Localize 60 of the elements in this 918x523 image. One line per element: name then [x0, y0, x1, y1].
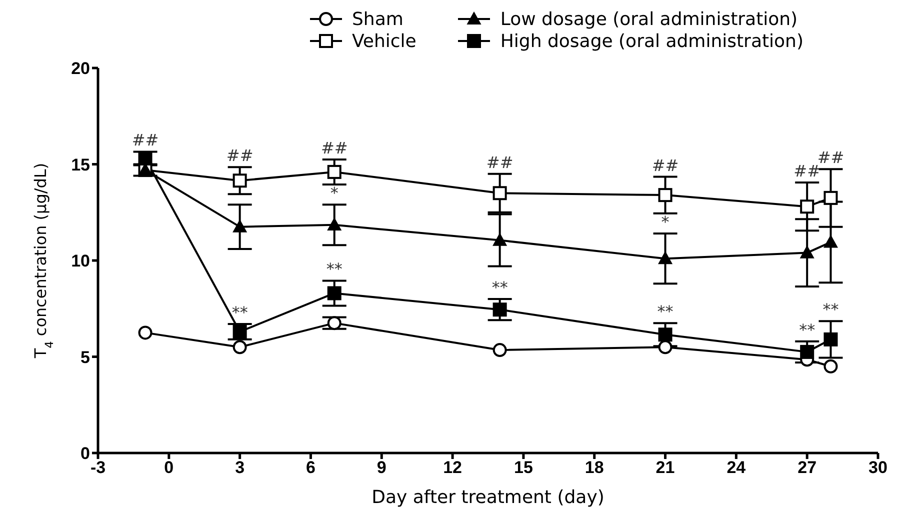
legend-label: High dosage (oral administration) — [500, 30, 804, 52]
point — [232, 340, 247, 354]
annotation: * — [661, 212, 670, 232]
legend-label: Sham — [352, 8, 404, 30]
point — [824, 190, 838, 205]
point — [232, 174, 247, 188]
x-tick-label: 15 — [514, 458, 533, 478]
annotation: ## — [486, 152, 514, 172]
point — [658, 252, 672, 264]
point — [824, 235, 838, 248]
x-tick-label: -3 — [90, 458, 106, 478]
x-axis-title: Day after treatment (day) — [372, 487, 604, 508]
x-tick-label: 9 — [376, 458, 386, 478]
point — [800, 344, 814, 359]
y-tick-label: 0 — [80, 444, 90, 464]
y-tick-label: 15 — [71, 155, 90, 174]
point — [138, 151, 152, 166]
annotation: ## — [132, 130, 159, 150]
legend-label: Low dosage (oral administration) — [500, 8, 798, 30]
point — [492, 186, 507, 200]
point — [800, 200, 814, 214]
point — [232, 324, 247, 339]
point — [658, 328, 672, 342]
point — [493, 234, 507, 246]
point — [138, 326, 152, 340]
annotation: * — [330, 184, 338, 203]
x-tick-label: 18 — [584, 458, 604, 478]
x-tick-label: 0 — [164, 458, 174, 478]
x-tick-label: 6 — [306, 458, 316, 478]
annotation: ** — [657, 302, 674, 322]
annotation: ## — [320, 138, 348, 158]
x-tick-label: 30 — [868, 458, 888, 478]
point — [658, 340, 672, 354]
point — [233, 220, 247, 232]
x-tick-label: 27 — [798, 458, 817, 478]
annotation: ## — [652, 156, 679, 175]
annotation: ## — [226, 146, 254, 166]
annotation: ** — [492, 278, 508, 297]
legend-label: Vehicle — [352, 30, 416, 52]
point — [492, 343, 507, 358]
annotation: ** — [232, 303, 248, 322]
point — [658, 188, 672, 202]
point — [824, 332, 838, 346]
x-tick-label: 3 — [235, 458, 245, 478]
point — [328, 218, 342, 230]
y-tick-label: 5 — [80, 348, 90, 367]
point — [492, 302, 507, 317]
y-tick-label: 10 — [71, 252, 90, 271]
point — [327, 286, 342, 300]
annotation: ** — [799, 320, 816, 340]
point — [327, 316, 342, 330]
point — [800, 246, 814, 258]
point — [824, 359, 838, 374]
y-tick-label: 20 — [71, 59, 90, 78]
annotation: ** — [326, 260, 342, 279]
point — [327, 164, 342, 179]
x-tick-label: 24 — [726, 458, 746, 478]
x-tick-label: 21 — [656, 458, 675, 478]
x-tick-label: 12 — [443, 458, 462, 478]
annotation: ** — [822, 300, 839, 320]
